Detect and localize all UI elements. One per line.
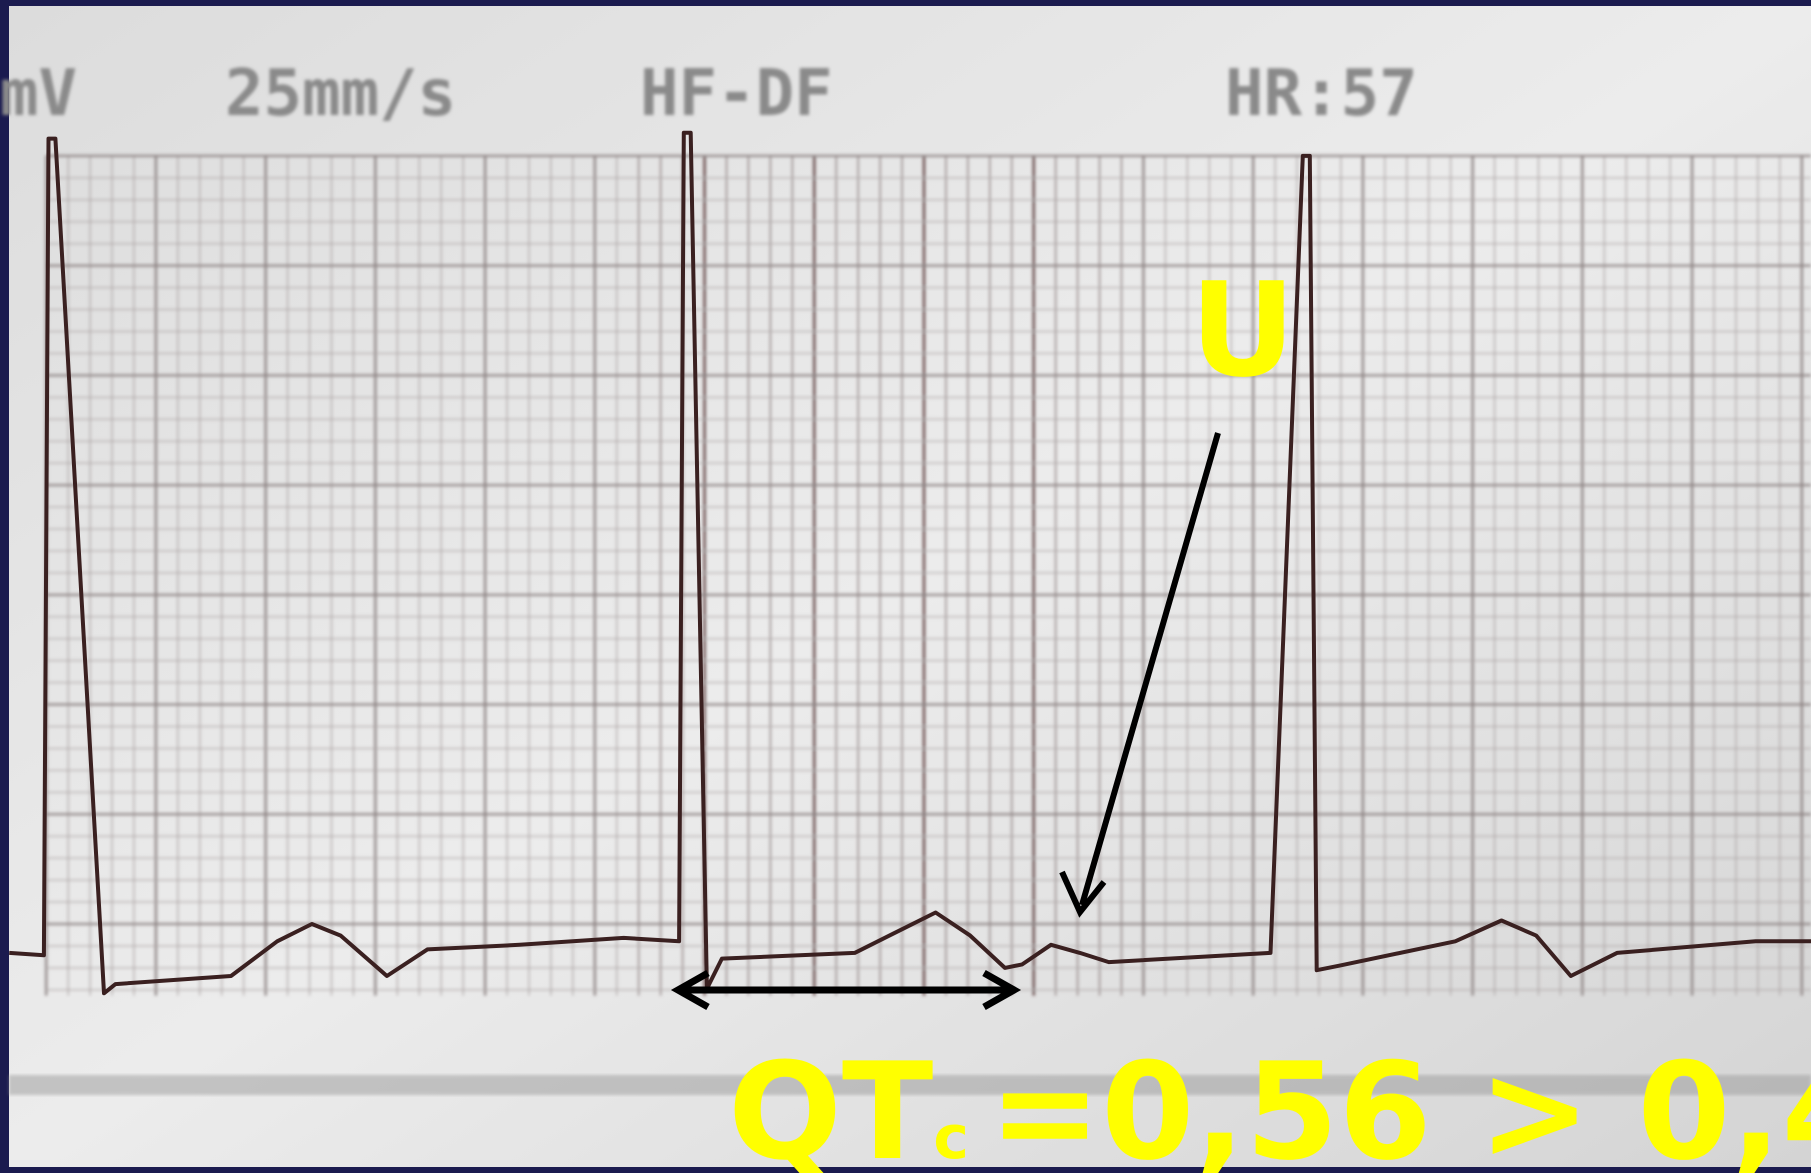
u-wave-label: U (1190, 254, 1296, 406)
header-item: HR:57 (1225, 57, 1418, 131)
header-item: 25mm/s (225, 57, 456, 131)
qtc-value: =0,56 > 0,42 (989, 1034, 1811, 1173)
qtc-annotation: QTc =0,56 > 0,42 (728, 1034, 1811, 1173)
page: mV 25mm/s HF-DF HR:57 U QTc=0,56 > 0,42 … (0, 0, 1811, 1173)
qtc-subscript: c (933, 1103, 969, 1173)
qtc-label: QT (728, 1034, 933, 1173)
ecg-photo: mV 25mm/s HF-DF HR:57 U QTc =0,56 > 0,42 (0, 0, 1811, 1173)
header-item: HF-DF (640, 57, 833, 131)
header-item: mV (0, 57, 77, 131)
